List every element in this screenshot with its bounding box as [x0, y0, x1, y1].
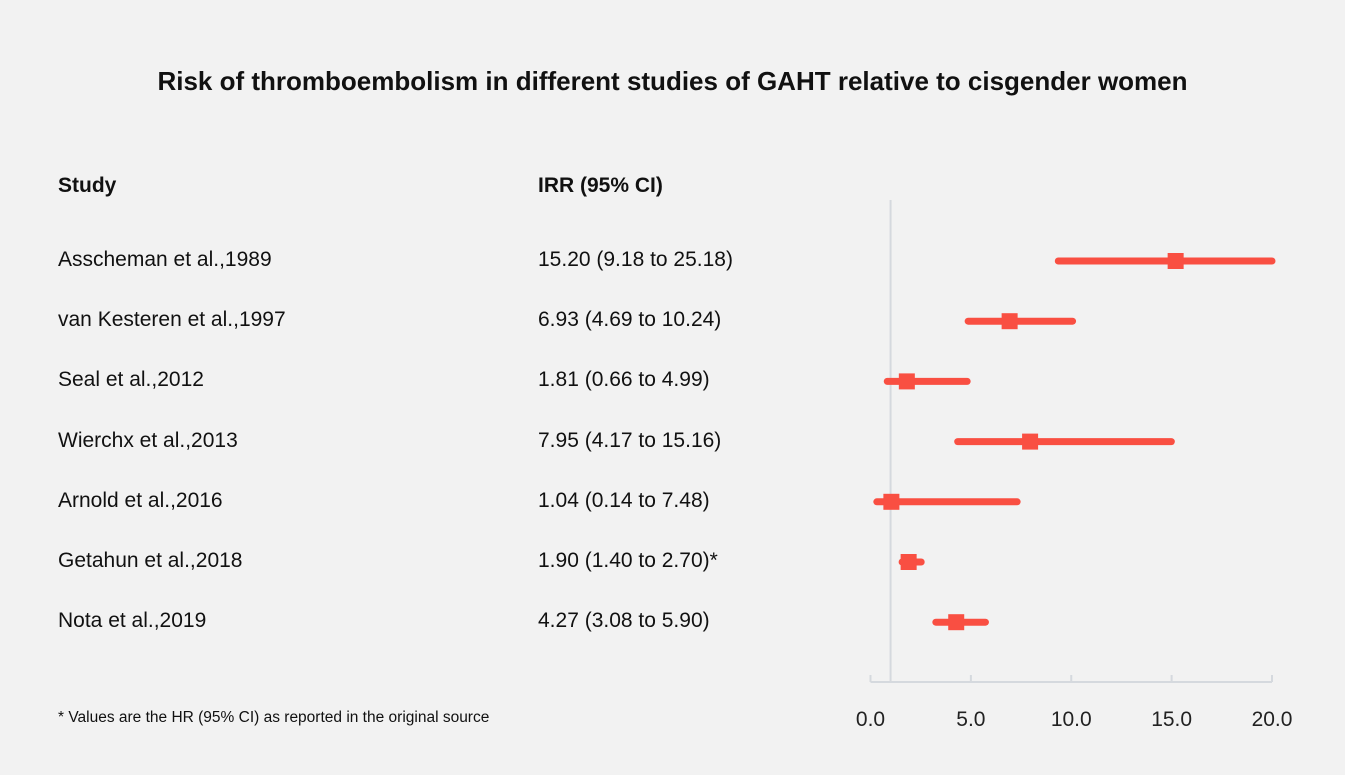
point-estimate-marker [1167, 253, 1184, 269]
study-label: Arnold et al.,2016 [58, 488, 223, 512]
estimate-label: 7.95 (4.17 to 15.16) [538, 428, 722, 452]
x-tick-label: 10.0 [1051, 708, 1092, 731]
study-label: Seal et al.,2012 [58, 368, 204, 392]
study-label: Nota et al.,2019 [58, 609, 207, 633]
footnote: * Values are the HR (95% CI) as reported… [58, 709, 490, 726]
x-tick-label: 5.0 [956, 708, 985, 731]
chart-title: Risk of thromboembolism in different stu… [157, 66, 1188, 96]
point-estimate-marker [900, 554, 917, 570]
ci-line-clip-end [1266, 257, 1272, 265]
x-tick-label: 15.0 [1151, 708, 1192, 731]
x-tick-label: 20.0 [1252, 708, 1293, 731]
point-estimate-marker [1001, 313, 1018, 330]
study-column-header: Study [58, 174, 117, 197]
x-tick-label: 0.0 [856, 708, 885, 731]
estimate-label: 15.20 (9.18 to 25.18) [538, 248, 733, 271]
study-label: Getahun et al.,2018 [58, 549, 243, 572]
estimate-label: 1.90 (1.40 to 2.70)* [538, 549, 718, 572]
estimate-label: 1.04 (0.14 to 7.48) [538, 488, 710, 512]
point-estimate-marker [883, 493, 900, 510]
estimate-label: 6.93 (4.69 to 10.24) [538, 308, 722, 332]
point-estimate-marker [898, 373, 915, 390]
estimate-column-header: IRR (95% CI) [538, 174, 663, 197]
study-label: Asscheman et al.,1989 [58, 248, 272, 271]
estimate-label: 4.27 (3.08 to 5.90) [538, 609, 710, 633]
study-label: Wierchx et al.,2013 [58, 428, 238, 452]
point-estimate-marker [1022, 433, 1039, 450]
study-label: van Kesteren et al.,1997 [58, 308, 286, 332]
point-estimate-marker [948, 614, 965, 631]
estimate-label: 1.81 (0.66 to 4.99) [538, 368, 710, 392]
